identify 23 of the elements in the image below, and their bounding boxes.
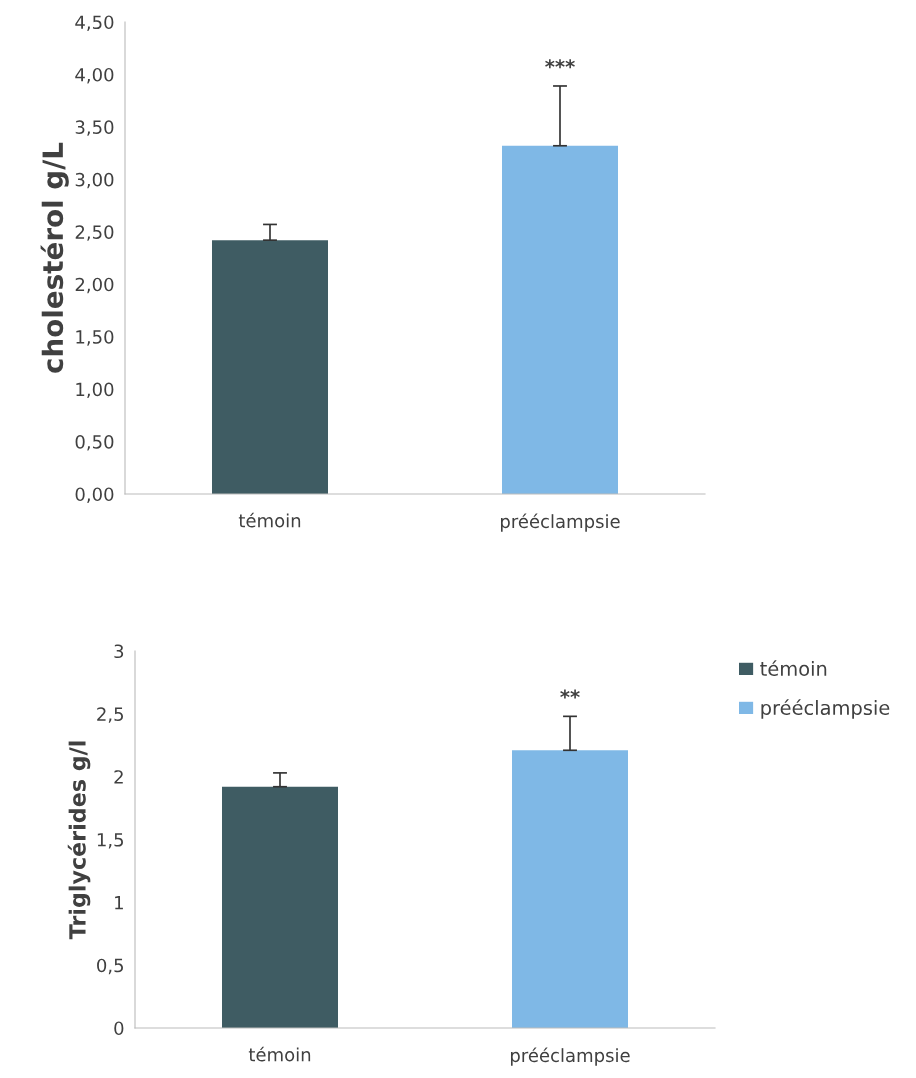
y-tick-label: 1,00 xyxy=(76,382,114,399)
y-axis-title: cholestérol g/L xyxy=(40,142,69,373)
y-tick-label: 2,50 xyxy=(75,225,114,241)
y-tick-label: 4,00 xyxy=(75,67,114,84)
y-tick-label: 3,00 xyxy=(75,172,114,189)
y-tick-label: 1 xyxy=(115,896,123,910)
y-tick-label: 3 xyxy=(114,644,124,659)
y-tick-label: 2,5 xyxy=(97,707,124,723)
legend-label: témoin xyxy=(760,660,827,677)
y-tick-label: 1,5 xyxy=(97,833,124,849)
legend-label: prééclampsie xyxy=(761,699,890,719)
y-tick-label: 3,50 xyxy=(75,120,114,136)
y-tick-label: 0 xyxy=(114,1021,124,1036)
y-tick-label: 1,50 xyxy=(76,330,114,346)
annotation: *** xyxy=(545,59,575,69)
y-tick-label: 4,50 xyxy=(75,15,114,31)
y-tick-label: 0,00 xyxy=(75,487,114,503)
y-axis-title: Triglycérides g/l xyxy=(67,741,91,940)
y-tick-label: 0,50 xyxy=(75,435,114,451)
y-tick-label: 2,00 xyxy=(75,277,114,294)
y-tick-label: 0,5 xyxy=(97,958,124,975)
annotation: ** xyxy=(560,689,580,699)
y-tick-label: 2 xyxy=(114,770,123,784)
